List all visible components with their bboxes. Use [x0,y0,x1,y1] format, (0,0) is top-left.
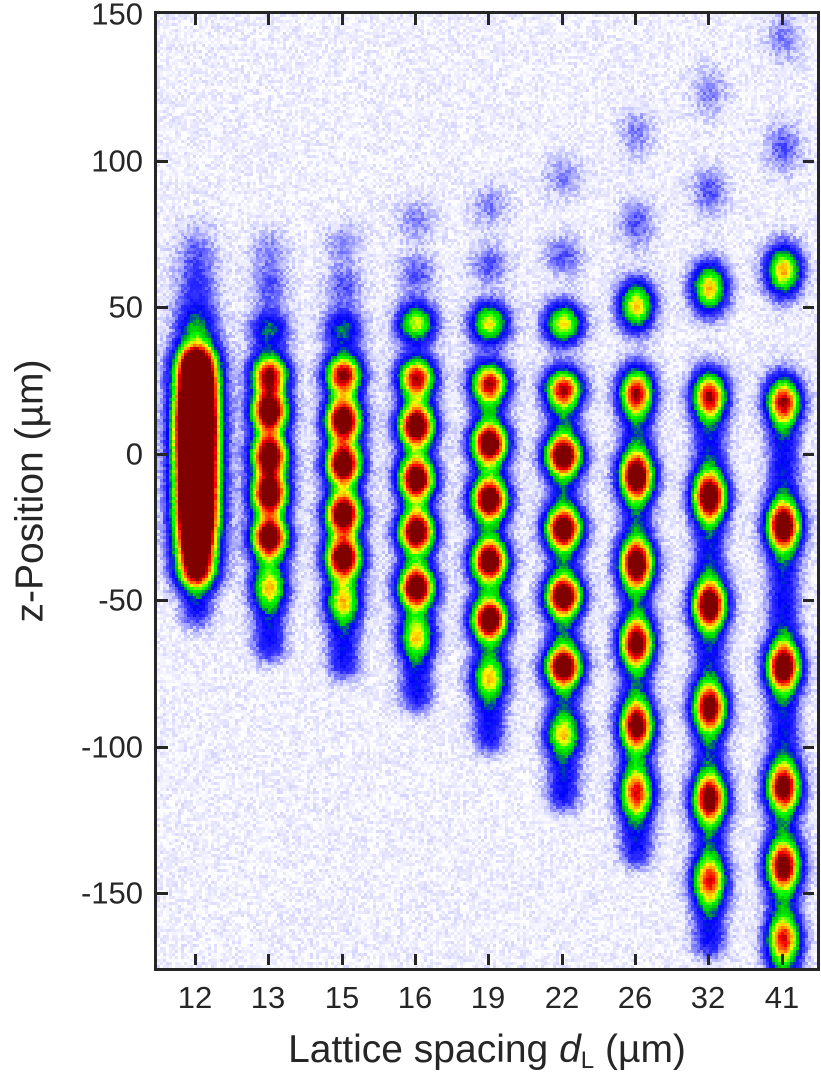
y-tick [157,598,168,602]
y-axis-label: z-Position (µm) [8,359,52,623]
xtick-label: 19 [470,980,506,1015]
y-tick [157,305,168,309]
y-tick [157,159,168,163]
y-tick-right [803,891,814,895]
x-tick [780,954,784,965]
x-tick [340,954,344,965]
xtick-label: 12 [177,980,213,1015]
heatmap-plot-area [157,14,817,968]
x-tick-top [780,14,784,25]
y-tick-right [803,745,814,749]
x-tick-top [340,14,344,25]
y-tick-right [803,159,814,163]
x-axis-label-suffix: (µm) [594,1028,686,1071]
ytick-label: -150 [80,875,143,911]
heatmap-image [157,14,817,968]
ytick-label: 150 [91,0,143,32]
x-tick-top [486,14,490,25]
ytick-label: -50 [98,582,143,618]
x-tick [266,954,270,965]
xtick-label: 16 [397,980,433,1015]
y-tick [157,745,168,749]
x-tick-top [633,14,637,25]
x-tick-top [413,14,417,25]
ytick-label: 0 [125,436,143,472]
xtick-label: 41 [764,980,800,1015]
x-tick [193,954,197,965]
x-tick [706,954,710,965]
x-tick [413,954,417,965]
x-tick [560,954,564,965]
ytick-label: 100 [91,143,143,179]
ytick-label: -100 [80,729,143,765]
x-axis-label-prefix: Lattice spacing [288,1028,560,1071]
x-tick-top [193,14,197,25]
x-tick-top [266,14,270,25]
x-tick [486,954,490,965]
y-tick-right [803,598,814,602]
ytick-label: 50 [108,289,143,325]
xtick-label: 22 [544,980,580,1015]
y-tick-right [803,452,814,456]
x-axis-label-subscript: L [580,1047,595,1074]
y-tick [157,452,168,456]
y-tick-right [803,305,814,309]
xtick-label: 26 [617,980,653,1015]
x-tick [633,954,637,965]
xtick-label: 32 [690,980,726,1015]
x-tick-top [706,14,710,25]
y-tick [157,891,168,895]
x-axis-label-symbol: d [559,1028,581,1071]
x-tick-top [560,14,564,25]
xtick-label: 15 [324,980,360,1015]
xtick-label: 13 [250,980,286,1015]
x-axis-label: Lattice spacing dL (µm) [288,1030,686,1073]
